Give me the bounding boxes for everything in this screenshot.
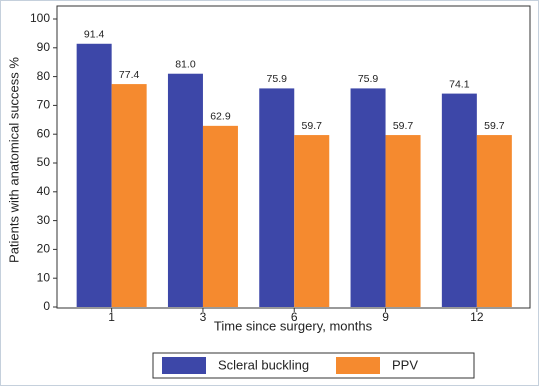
value-label: 59.7 [302, 120, 323, 132]
y-tick-label: 90 [37, 40, 51, 54]
x-tick-label: 1 [108, 310, 115, 324]
legend [152, 352, 475, 379]
y-tick-label: 20 [37, 242, 51, 256]
value-label: 75.9 [267, 73, 288, 85]
value-label: 91.4 [84, 29, 105, 41]
value-label: 59.7 [484, 120, 505, 132]
value-label: 77.4 [119, 69, 140, 81]
value-label: 74.1 [449, 78, 470, 90]
y-tick-label: 80 [37, 69, 51, 83]
legend-swatch [336, 357, 380, 374]
y-tick-label: 30 [37, 213, 51, 227]
y-tick-label: 40 [37, 184, 51, 198]
legend-label: PPV [392, 357, 418, 372]
bar [476, 135, 512, 307]
y-tick-label: 70 [37, 98, 51, 112]
x-axis-title: Time since surgery, months [214, 318, 373, 333]
value-label: 81.0 [175, 59, 196, 71]
bar [441, 93, 477, 307]
legend-swatch [162, 357, 206, 374]
bar [259, 88, 295, 308]
bar [111, 84, 147, 307]
x-tick-label: 6 [291, 310, 298, 324]
y-tick-label: 100 [30, 11, 50, 25]
bar [385, 135, 421, 307]
value-label: 75.9 [358, 73, 379, 85]
y-tick-label: 0 [43, 299, 50, 313]
x-tick-label: 9 [382, 310, 389, 324]
legend-label: Scleral buckling [218, 357, 309, 372]
bar [294, 135, 330, 307]
y-axis-title: Patients with anatomical success % [6, 57, 21, 263]
x-tick-label: 12 [470, 310, 484, 324]
bar [350, 88, 386, 308]
y-tick-label: 60 [37, 126, 51, 140]
bar [202, 125, 238, 308]
plot-area [56, 5, 531, 309]
y-tick-label: 50 [37, 155, 51, 169]
x-tick-label: 3 [200, 310, 207, 324]
bar [167, 73, 203, 307]
y-tick-label: 10 [37, 270, 51, 284]
bar [76, 43, 112, 307]
value-label: 62.9 [210, 111, 231, 123]
value-label: 59.7 [393, 120, 414, 132]
